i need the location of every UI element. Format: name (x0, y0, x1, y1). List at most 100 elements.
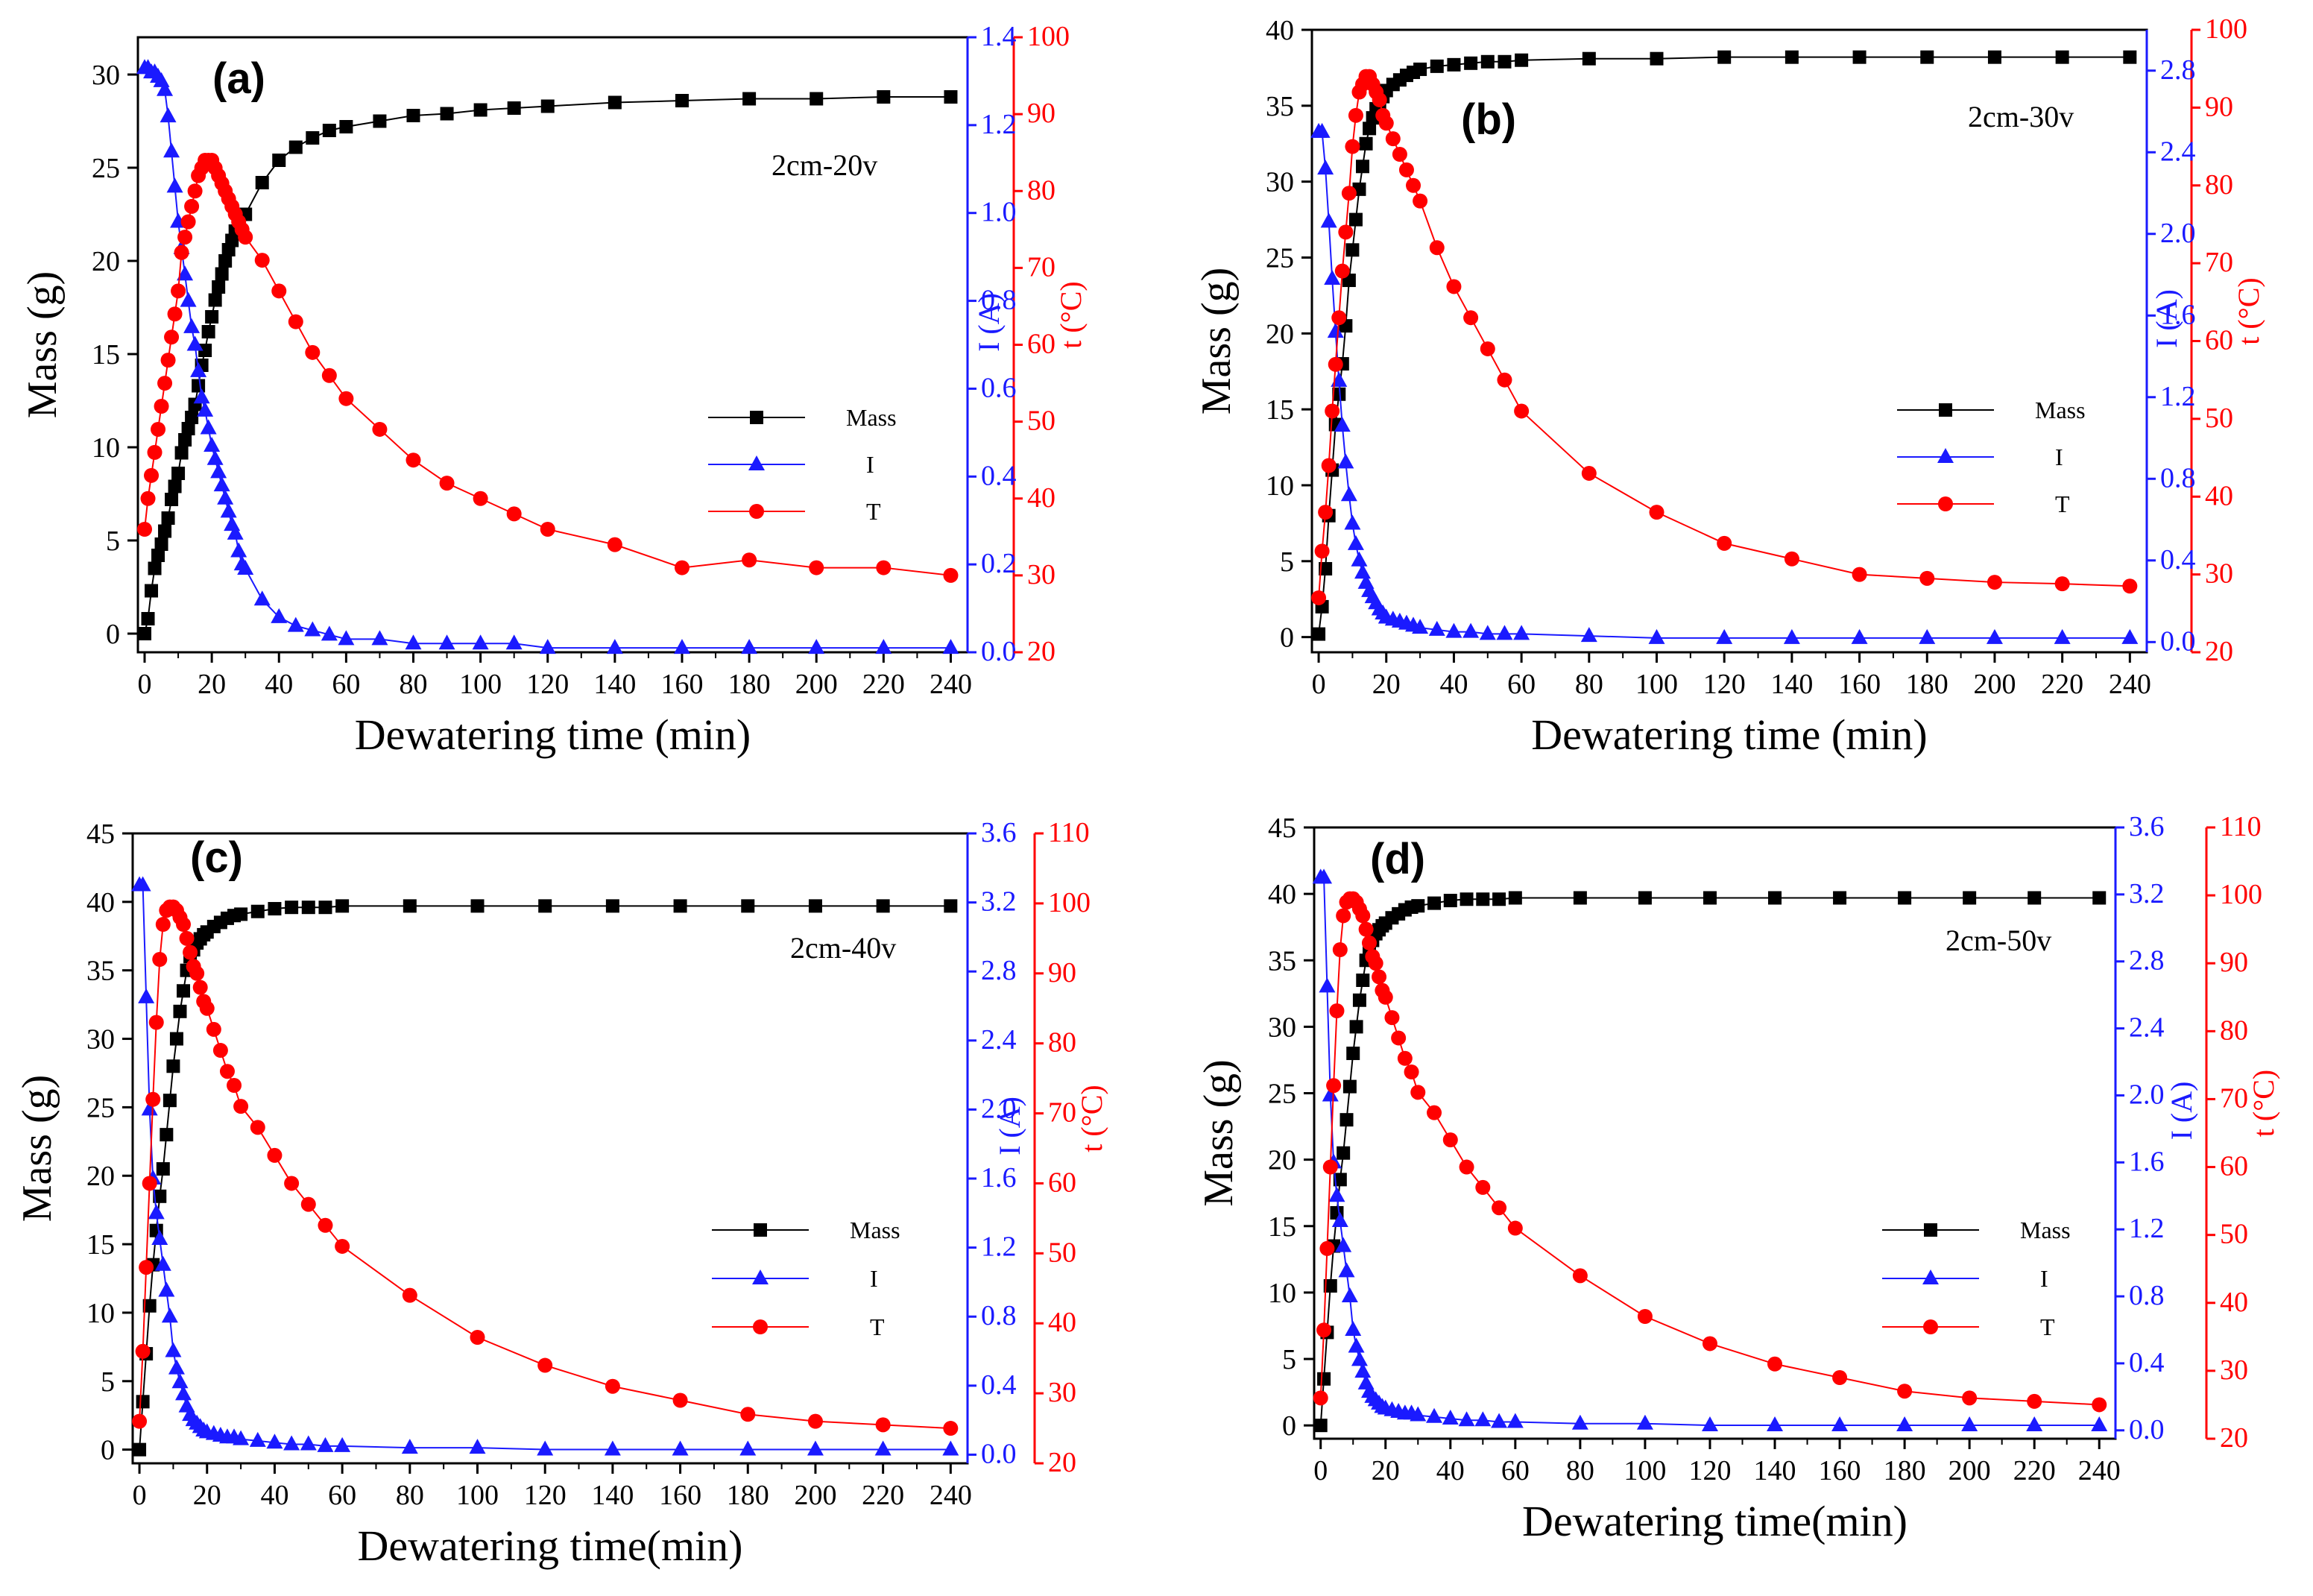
data-point (1368, 956, 1383, 971)
data-point (1320, 212, 1337, 228)
data-point (673, 899, 687, 913)
x-axis-label: Dewatering time(min) (358, 1521, 743, 1570)
data-point (1445, 622, 1462, 638)
data-point (190, 362, 207, 377)
data-point (876, 560, 892, 575)
data-point (1324, 270, 1341, 285)
mass-tick-label: 10 (86, 1298, 115, 1329)
data-point (1356, 974, 1370, 987)
data-point (217, 489, 234, 505)
data-point (334, 1436, 351, 1452)
data-point (1412, 619, 1429, 634)
x-tick-label: 80 (1566, 1455, 1594, 1486)
data-point (373, 114, 387, 128)
x-tick-label: 220 (2041, 669, 2083, 700)
data-point (138, 627, 152, 640)
temp-tick-label: 80 (1027, 174, 1055, 206)
x-tick-label: 80 (1575, 669, 1603, 700)
data-point (180, 214, 196, 230)
x-tick-label: 140 (1770, 669, 1813, 700)
x-axis-label: Dewatering time (min) (355, 710, 751, 759)
data-point (234, 907, 248, 921)
data-point (1319, 977, 1336, 993)
current-axis-label: I (A) (993, 1097, 1026, 1155)
data-point (1314, 543, 1330, 559)
data-point (283, 1435, 300, 1451)
legend-marker (749, 504, 764, 519)
mass-tick-label: 25 (92, 153, 120, 184)
data-point (672, 1440, 689, 1456)
data-point (1429, 240, 1445, 256)
temp-tick-label: 100 (2205, 13, 2247, 45)
x-tick-label: 160 (659, 1480, 701, 1511)
data-point (272, 154, 286, 167)
data-point (1325, 403, 1340, 419)
temp-tick-label: 60 (2205, 325, 2233, 356)
data-point (604, 1440, 621, 1456)
data-point (1406, 177, 1421, 193)
data-point (1637, 1309, 1653, 1324)
data-point (505, 634, 523, 650)
data-point (1345, 1320, 1362, 1336)
data-point (1363, 122, 1377, 136)
data-point (197, 401, 214, 417)
data-point (254, 253, 270, 268)
legend-label: T (2055, 491, 2070, 517)
temp-tick-label: 70 (2205, 247, 2233, 278)
legend-label: Mass (2020, 1217, 2071, 1243)
mass-tick-label: 25 (1266, 242, 1294, 274)
plot-frame (136, 36, 969, 654)
data-point (1716, 628, 1733, 644)
data-point (227, 1078, 242, 1093)
data-point (1313, 122, 1331, 138)
mass-tick-label: 0 (1282, 1410, 1296, 1442)
x-tick-label: 40 (260, 1480, 288, 1511)
data-point (1920, 50, 1934, 64)
current-tick-label: 3.6 (981, 817, 1017, 848)
data-point (147, 444, 162, 460)
data-point (740, 1407, 756, 1422)
data-point (1358, 921, 1374, 937)
data-point (233, 1430, 250, 1445)
data-point (151, 549, 165, 562)
data-point (469, 1439, 486, 1454)
data-point (210, 463, 227, 479)
data-point (186, 335, 203, 351)
x-tick-label: 140 (593, 669, 636, 700)
data-point (809, 560, 824, 575)
data-point (1460, 892, 1474, 906)
data-point (1507, 1220, 1523, 1236)
data-point (318, 1217, 333, 1233)
data-point (1648, 628, 1665, 644)
mass-tick-label: 30 (1268, 1012, 1296, 1043)
data-point (675, 94, 689, 107)
data-point (1515, 53, 1529, 67)
data-point (1384, 1010, 1400, 1026)
data-point (1340, 486, 1357, 502)
data-point (405, 634, 422, 650)
data-point (148, 1204, 165, 1220)
data-point (877, 90, 891, 104)
temp-tick-label: 40 (1027, 482, 1055, 514)
data-point (1339, 1113, 1354, 1127)
current-tick-label: 1.2 (2160, 381, 2196, 412)
series-line (144, 160, 951, 576)
data-point (1496, 625, 1513, 640)
data-point (134, 876, 151, 892)
x-tick-label: 20 (198, 669, 226, 700)
data-point (198, 344, 212, 357)
data-point (141, 612, 155, 625)
series-line (1319, 898, 2100, 1406)
temp-tick-label: 30 (2205, 558, 2233, 590)
data-point (1359, 136, 1373, 151)
temp-tick-label: 90 (2205, 91, 2233, 122)
data-point (1463, 310, 1479, 326)
data-point (1351, 1351, 1368, 1366)
data-point (1336, 908, 1351, 924)
current-tick-label: 1.2 (981, 109, 1017, 140)
data-point (942, 1440, 959, 1456)
x-tick-label: 180 (1906, 669, 1948, 700)
data-point (1342, 1079, 1357, 1094)
temp-tick-label: 90 (1048, 957, 1076, 988)
current-tick-label: 0.4 (981, 1369, 1017, 1401)
